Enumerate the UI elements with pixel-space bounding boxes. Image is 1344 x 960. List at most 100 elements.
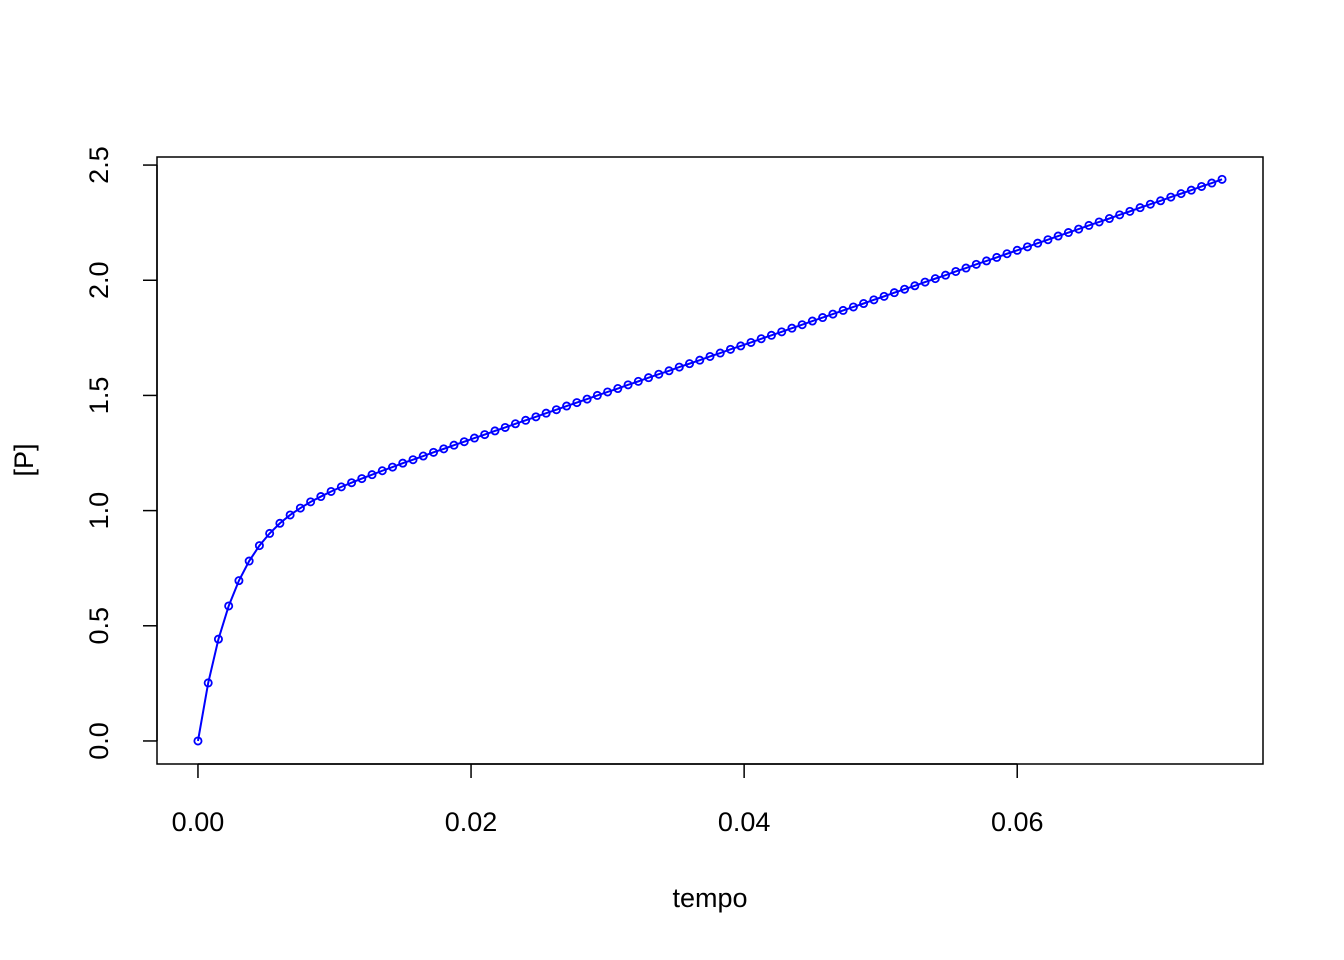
data-point <box>265 528 275 538</box>
data-point <box>1166 192 1176 202</box>
data-point <box>377 466 387 476</box>
y-tick-label: 1.5 <box>84 377 114 415</box>
y-tick-label: 0.0 <box>84 722 114 760</box>
data-point <box>613 384 623 394</box>
data-point <box>316 492 326 502</box>
data-point <box>961 263 971 273</box>
data-point <box>695 355 705 365</box>
data-point <box>807 316 817 326</box>
data-point <box>1002 249 1012 259</box>
data-point <box>469 433 479 443</box>
data-point <box>285 510 295 520</box>
data-point <box>920 277 930 287</box>
data-point <box>674 362 684 372</box>
data-point <box>736 341 746 351</box>
data-point <box>347 478 357 488</box>
data-point <box>1053 231 1063 241</box>
data-point <box>254 541 264 551</box>
data-point <box>941 270 951 280</box>
data-point <box>357 474 367 484</box>
data-point <box>459 437 469 447</box>
data-point <box>644 373 654 383</box>
data-point <box>521 415 531 425</box>
data-point <box>787 323 797 333</box>
data-point <box>797 320 807 330</box>
x-tick-label: 0.04 <box>718 807 771 837</box>
data-point <box>859 299 869 309</box>
data-point <box>213 634 223 644</box>
data-point <box>203 678 213 688</box>
data-point <box>592 390 602 400</box>
y-tick-label: 0.5 <box>84 607 114 645</box>
data-point <box>1176 189 1186 199</box>
data-point <box>766 330 776 340</box>
data-point <box>1217 174 1227 184</box>
data-point <box>500 422 510 432</box>
data-point <box>685 359 695 369</box>
data-point <box>971 259 981 269</box>
y-axis-label: [P] <box>9 443 39 476</box>
data-point <box>1104 214 1114 224</box>
data-point <box>1125 206 1135 216</box>
data-point <box>367 470 377 480</box>
data-point <box>654 369 664 379</box>
data-point <box>224 601 234 611</box>
data-point <box>541 408 551 418</box>
y-tick-label: 2.0 <box>84 261 114 299</box>
data-point <box>439 444 449 454</box>
data-point <box>838 305 848 315</box>
data-point <box>572 398 582 408</box>
data-point <box>1043 235 1053 245</box>
data-point <box>777 327 787 337</box>
data-point <box>1084 220 1094 230</box>
data-point <box>725 344 735 354</box>
data-point <box>326 486 336 496</box>
data-point <box>982 256 992 266</box>
data-point <box>1094 217 1104 227</box>
data-point <box>900 284 910 294</box>
data-point <box>1012 245 1022 255</box>
data-point <box>1197 181 1207 191</box>
data-point <box>193 736 203 746</box>
data-point <box>336 482 346 492</box>
data-point <box>408 455 418 465</box>
data-point <box>1207 178 1217 188</box>
data-point <box>275 518 285 528</box>
data-point <box>603 387 613 397</box>
data-line <box>196 178 1223 742</box>
data-point <box>1074 224 1084 234</box>
data-point <box>582 394 592 404</box>
x-tick-label: 0.06 <box>991 807 1044 837</box>
data-point <box>1063 228 1073 238</box>
data-point <box>889 288 899 298</box>
data-point <box>623 380 633 390</box>
data-point <box>551 405 561 415</box>
data-point <box>1022 242 1032 252</box>
data-point <box>746 337 756 347</box>
data-point <box>930 274 940 284</box>
data-point <box>869 295 879 305</box>
plot-frame <box>156 156 1264 765</box>
data-point <box>428 447 438 457</box>
data-point <box>848 302 858 312</box>
data-point <box>828 309 838 319</box>
data-point <box>664 366 674 376</box>
data-point <box>480 430 490 440</box>
data-point <box>756 334 766 344</box>
data-point <box>244 556 254 566</box>
data-point <box>1145 199 1155 209</box>
data-point <box>705 351 715 361</box>
data-point <box>449 440 459 450</box>
data-point <box>951 266 961 276</box>
data-point <box>992 252 1002 262</box>
data-point <box>910 281 920 291</box>
data-point <box>818 313 828 323</box>
data-point <box>1156 196 1166 206</box>
data-point <box>1115 210 1125 220</box>
data-point <box>715 348 725 358</box>
data-point <box>562 401 572 411</box>
data-point <box>398 458 408 468</box>
x-tick-label: 0.00 <box>172 807 225 837</box>
data-point <box>1033 238 1043 248</box>
